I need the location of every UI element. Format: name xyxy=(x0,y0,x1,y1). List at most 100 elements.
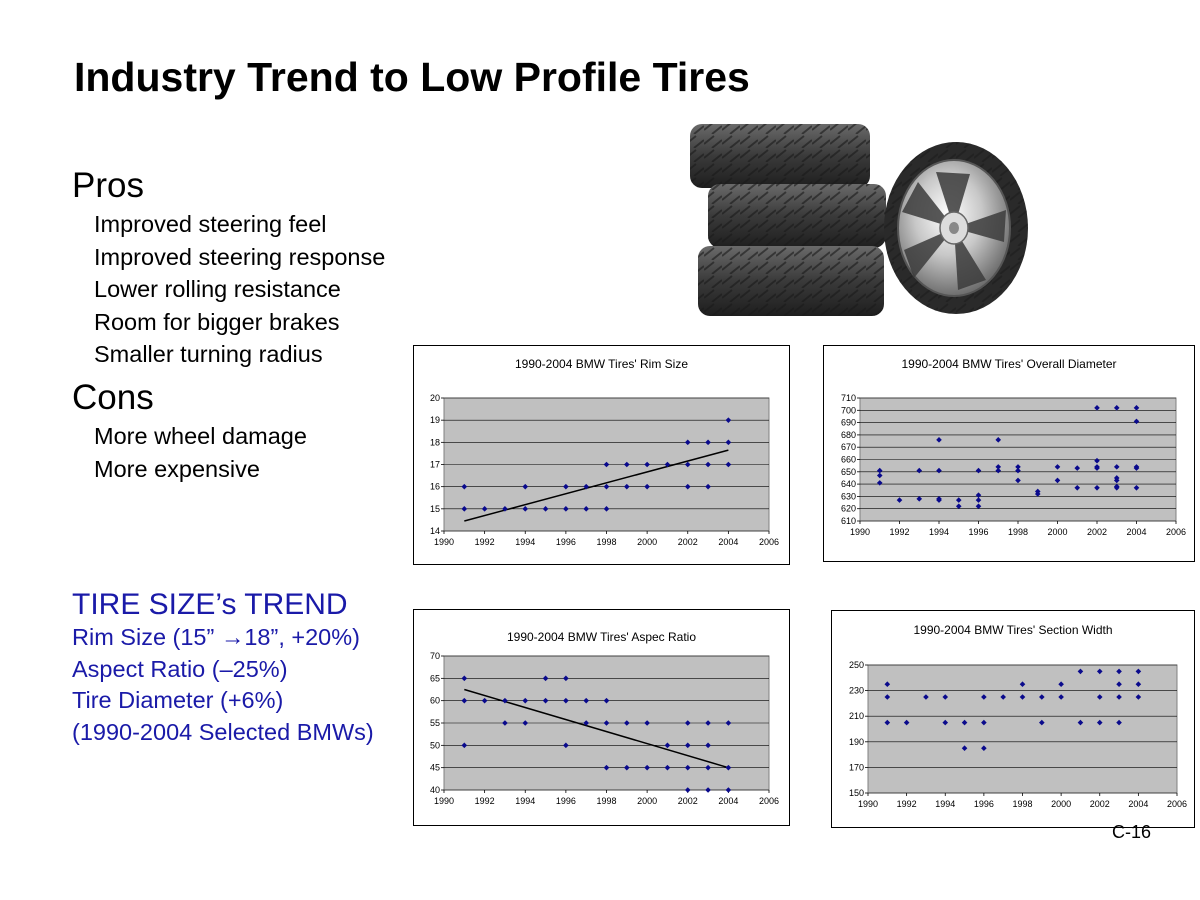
chart2-point xyxy=(563,675,569,682)
chart3-xtick-label: 1992 xyxy=(897,799,917,809)
chart0-point xyxy=(684,483,691,490)
chart2-point xyxy=(542,675,549,682)
chart2-xtick-label: 2000 xyxy=(637,796,657,806)
chart1-ytick-label: 610 xyxy=(841,516,856,526)
overall-diameter-chart-svg: 1990-2004 BMW Tires' Overall Diameter 610… xyxy=(841,357,1186,537)
chart0-xtick-label: 2002 xyxy=(678,537,698,547)
chart2-xtick-label: 1990 xyxy=(434,796,454,806)
chart2-point xyxy=(664,764,671,771)
chart0-ytick-label: 17 xyxy=(430,460,440,470)
chart0-point xyxy=(502,506,508,512)
chart2-point xyxy=(481,697,488,704)
trend-heading: TIRE SIZE’s TREND xyxy=(72,588,348,621)
chart3-point xyxy=(1116,694,1122,700)
chart1-ytick-label: 620 xyxy=(841,504,856,514)
chart2-point xyxy=(461,675,468,682)
chart2-point xyxy=(684,742,691,749)
chart2-ytick-label: 70 xyxy=(430,651,440,661)
chart2-point xyxy=(644,764,650,771)
chart3-xtick-label: 2004 xyxy=(1128,799,1148,809)
page-number: C-16 xyxy=(1112,822,1152,842)
rim-size-chart-svg: 1990-2004 BMW Tires' Rim Size 14 15 16 17 18 1… xyxy=(430,357,779,547)
trend-line: Tire Diameter (+6%) xyxy=(72,687,284,713)
cons-item: More expensive xyxy=(94,455,260,482)
chart2-title: 1990-2004 BMW Tires' Aspec Ratio xyxy=(507,630,696,644)
chart0-xtick-label: 1994 xyxy=(515,537,535,547)
chart2-point xyxy=(603,764,610,771)
chart2-xtick-label: 1996 xyxy=(556,796,576,806)
chart1-ytick-label: 650 xyxy=(841,467,856,477)
chart3-ytick-label: 190 xyxy=(849,737,864,747)
chart3-point xyxy=(1096,719,1103,726)
chart3-point xyxy=(1116,668,1122,675)
slide-title: Industry Trend to Low Profile Tires xyxy=(74,54,750,100)
chart3-point xyxy=(1135,668,1142,675)
chart3-xtick-label: 2006 xyxy=(1167,799,1187,809)
chart0-xtick-label: 1990 xyxy=(434,537,454,547)
chart0-xtick-label: 2000 xyxy=(637,537,657,547)
chart1-point xyxy=(1034,491,1041,497)
chart0-xtick-label: 1996 xyxy=(556,537,576,547)
chart1-point xyxy=(1094,465,1100,471)
chart1-point xyxy=(1074,465,1081,471)
chart3-point xyxy=(1039,719,1045,726)
chart2-point xyxy=(461,742,468,749)
chart1-point xyxy=(1094,457,1100,464)
trend-line: Rim Size (15” →18”, +20%) xyxy=(72,624,360,650)
chart0-ytick-label: 16 xyxy=(430,482,440,492)
chart1-xtick-label: 2000 xyxy=(1047,527,1067,537)
tire-size-trend: TIRE SIZE’s TREND Rim Size (15” →18”, +2… xyxy=(72,588,374,748)
chart1-point xyxy=(1113,484,1120,491)
chart2-ytick-label: 65 xyxy=(430,673,440,683)
trend-line: Aspect Ratio (–25%) xyxy=(72,655,288,682)
chart0-trendline xyxy=(464,449,729,522)
chart2-point xyxy=(563,697,569,704)
chart0-ytick-label: 18 xyxy=(430,437,440,447)
pros-item: Improved steering feel xyxy=(94,211,327,237)
chart3-point xyxy=(1135,681,1142,687)
chart2-ytick-label: 55 xyxy=(430,718,440,728)
chart0-ytick-label: 20 xyxy=(430,393,440,403)
chart2-point xyxy=(542,697,549,704)
chart1-ytick-label: 630 xyxy=(841,491,856,501)
chart1-point xyxy=(1133,405,1140,411)
chart2-point xyxy=(725,764,732,771)
chart3-point xyxy=(1077,668,1084,675)
chart3-point xyxy=(1019,694,1026,700)
chart2-point xyxy=(563,742,569,749)
chart3-point xyxy=(1039,694,1045,700)
chart2-point xyxy=(705,742,711,749)
chart1-point xyxy=(1113,464,1120,470)
cons-item: More wheel damage xyxy=(94,423,307,449)
chart2-point xyxy=(502,697,508,704)
chart3-title: 1990-2004 BMW Tires' Section Width xyxy=(913,623,1112,637)
chart0-point xyxy=(481,506,488,512)
chart0-xtick-label: 2004 xyxy=(718,537,738,547)
section-width-chart-svg: 1990-2004 BMW Tires' Section Width 150 170… xyxy=(849,623,1187,809)
chart1-xtick-label: 2004 xyxy=(1126,527,1146,537)
pros-heading: Pros xyxy=(72,166,144,205)
pros-item: Improved steering response xyxy=(94,243,386,270)
chart1-point xyxy=(1094,484,1100,491)
chart1-xtick-label: 1992 xyxy=(889,527,909,537)
chart3-xtick-label: 2002 xyxy=(1090,799,1110,809)
chart1-xtick-label: 1998 xyxy=(1008,527,1028,537)
pros-item: Smaller turning radius xyxy=(94,341,323,367)
overall-diameter-chart: 1990-2004 BMW Tires' Overall Diameter 610… xyxy=(823,345,1195,562)
chart1-point xyxy=(1094,405,1100,411)
chart2-point xyxy=(705,764,711,771)
pros-item: Lower rolling resistance xyxy=(94,276,341,302)
chart1-ytick-label: 680 xyxy=(841,430,856,440)
chart2-ytick-label: 60 xyxy=(430,696,440,706)
chart3-point xyxy=(981,745,987,751)
chart3-point xyxy=(1096,668,1103,675)
chart1-point xyxy=(1113,477,1120,484)
aspect-ratio-chart: 1990-2004 BMW Tires' Aspec Ratio 40 45 50 55… xyxy=(413,609,790,826)
chart3-point xyxy=(1058,681,1064,687)
chart1-ytick-label: 700 xyxy=(841,405,856,415)
chart1-point xyxy=(1074,484,1081,491)
chart2-xtick-label: 2006 xyxy=(759,796,779,806)
chart2-xtick-label: 1992 xyxy=(475,796,495,806)
chart2-point xyxy=(603,697,610,704)
chart3-point xyxy=(961,745,968,751)
